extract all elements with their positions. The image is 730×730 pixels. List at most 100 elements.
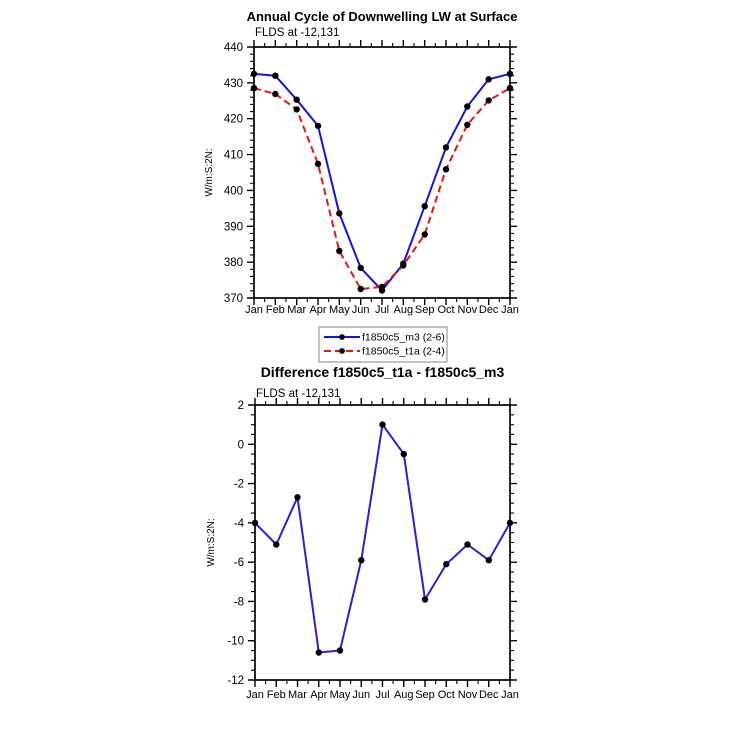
data-point — [378, 283, 386, 291]
x-tick-label: Jan — [245, 304, 263, 316]
data-point — [336, 210, 343, 217]
x-tick-label: May — [329, 304, 350, 316]
data-point — [421, 231, 428, 238]
data-point — [293, 96, 300, 103]
x-tick-label: May — [330, 689, 351, 701]
x-tick-label: Nov — [458, 689, 478, 701]
y-tick-label: 380 — [224, 257, 243, 269]
chart-subtitle: FLDS at -12,131 — [255, 27, 339, 39]
y-tick-label: 0 — [238, 439, 244, 451]
y-tick-label: 420 — [224, 114, 243, 126]
x-tick-label: Aug — [394, 689, 414, 701]
data-point — [272, 90, 279, 98]
legend-label: f1850c5_m3 (2-6) — [362, 332, 445, 344]
data-point — [421, 596, 429, 603]
y-tick-label: 390 — [224, 221, 243, 233]
data-point — [273, 541, 280, 548]
x-tick-label: Oct — [438, 689, 455, 701]
legend-label: f1850c5_t1a (2-4) — [362, 346, 445, 358]
data-point — [506, 519, 514, 527]
data-point — [314, 160, 322, 168]
y-tick-label: 400 — [224, 185, 243, 197]
x-tick-label: Feb — [266, 304, 285, 316]
y-tick-label: -8 — [234, 596, 244, 608]
legend: f1850c5_m3 (2-6) f1850c5_t1a (2-4) — [318, 326, 448, 363]
x-tick-label: Jan — [246, 689, 264, 701]
x-tick-label: Feb — [267, 689, 286, 701]
x-tick-label: Jun — [352, 304, 370, 316]
data-point — [464, 103, 471, 110]
data-point — [357, 285, 364, 293]
data-point — [293, 106, 300, 113]
data-point — [443, 560, 450, 568]
x-tick-label: Jan — [501, 304, 519, 316]
minor-ticks — [251, 401, 514, 684]
data-point — [336, 247, 343, 255]
data-point — [400, 450, 407, 458]
data-point — [485, 76, 492, 83]
x-tick-label: Mar — [287, 304, 306, 316]
x-tick-label: Dec — [479, 689, 499, 701]
data-point — [421, 203, 428, 210]
data-point — [400, 262, 407, 269]
data-point — [315, 649, 322, 656]
x-tick-label: Sep — [415, 689, 435, 701]
major-ticks — [248, 398, 517, 687]
plot-frame — [254, 404, 511, 681]
data-point — [294, 494, 301, 501]
x-tick-label: Dec — [479, 304, 499, 316]
x-tick-label: Sep — [415, 304, 435, 316]
x-tick-label: Jun — [352, 689, 370, 701]
legend-marker — [339, 348, 345, 354]
data-point — [464, 121, 471, 128]
x-tick-label: Oct — [437, 304, 454, 316]
y-tick-label: -12 — [227, 675, 244, 687]
major-ticks — [247, 40, 517, 305]
data-point — [336, 647, 344, 654]
x-tick-label: Apr — [309, 304, 326, 316]
data-point — [251, 519, 259, 527]
data-point — [485, 557, 492, 564]
data-point — [442, 166, 450, 173]
x-tick-label: Jul — [375, 689, 389, 701]
data-point — [357, 264, 364, 272]
y-tick-label: -10 — [227, 636, 244, 648]
data-point — [464, 541, 471, 548]
series-line-0 — [253, 72, 511, 293]
legend-entry-1: f1850c5_t1a (2-4) — [324, 346, 445, 358]
data-point — [442, 144, 450, 151]
y-tick-label: 430 — [224, 78, 243, 90]
x-tick-label: Jul — [375, 304, 389, 316]
data-point — [250, 70, 258, 78]
legend-marker — [339, 334, 345, 340]
y-tick-label: 370 — [224, 293, 243, 305]
plot-frame — [253, 46, 511, 299]
x-tick-label: Apr — [310, 689, 327, 701]
chart-subtitle: FLDS at -12,131 — [256, 388, 340, 400]
x-tick-label: Nov — [458, 304, 478, 316]
y-tick-label: 440 — [224, 42, 243, 54]
y-tick-label: 410 — [224, 150, 243, 162]
y-axis-title: W/m:S:2N: — [204, 148, 215, 196]
series-line-1 — [253, 87, 511, 291]
y-tick-label: -6 — [234, 557, 244, 569]
data-point — [250, 85, 258, 92]
x-tick-label: Aug — [394, 304, 414, 316]
legend-entry-0: f1850c5_m3 (2-6) — [324, 332, 445, 344]
series-line-0 — [254, 422, 511, 654]
x-tick-label: Jan — [501, 689, 519, 701]
data-point — [314, 122, 322, 130]
chart-title: Annual Cycle of Downwelling LW at Surfac… — [247, 9, 518, 24]
legend-box — [318, 326, 448, 363]
minor-ticks — [250, 43, 514, 302]
y-tick-label: -4 — [234, 518, 245, 530]
data-point — [358, 557, 365, 564]
chart-title: Difference f1850c5_t1a - f1850c5_m3 — [261, 364, 505, 380]
data-point — [272, 72, 279, 79]
y-tick-label: 2 — [238, 400, 244, 412]
data-point — [506, 70, 514, 78]
